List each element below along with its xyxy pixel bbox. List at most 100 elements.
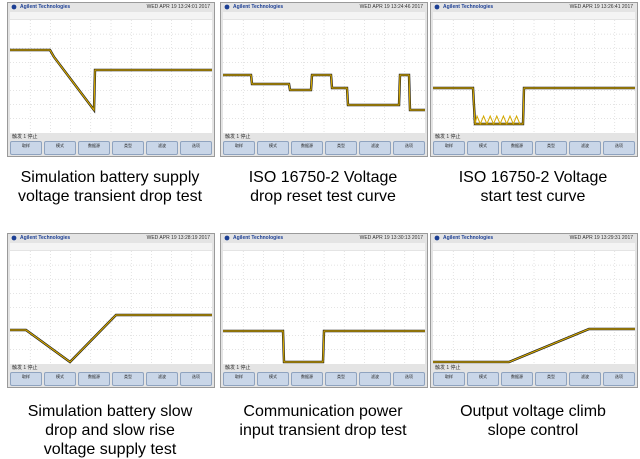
caption-line: voltage transient drop test	[17, 188, 203, 205]
softkey-button[interactable]: 模式	[467, 372, 499, 386]
caption-line: Simulation battery supply	[20, 169, 200, 186]
caption-line: start test curve	[480, 188, 586, 205]
channel-info-bar	[10, 12, 212, 19]
softkey-button[interactable]: 类型	[535, 141, 567, 155]
agilent-logo-icon	[434, 4, 440, 10]
panel-caption: ISO 16750-2 Voltage start test curve	[423, 168, 640, 206]
softkey-button[interactable]: 滤波	[569, 372, 601, 386]
scope-panel: Agilent Technologies WED APR 19 13:24:01 …	[7, 2, 215, 157]
scope-date: WED APR 19 13:24:46 2017	[359, 4, 423, 10]
oscilloscope-screenshot: Agilent Technologies WED APR 19 13:30:13 …	[220, 233, 428, 388]
softkey-button[interactable]: 取样	[223, 141, 255, 155]
softkey-button[interactable]: 取样	[10, 372, 42, 386]
scope-date: WED APR 19 13:29:31 2017	[569, 235, 633, 241]
caption-line: input transient drop test	[239, 422, 407, 439]
agilent-logo-icon	[224, 4, 230, 10]
scope-title-bar: Agilent Technologies WED APR 19 13:28:19 …	[8, 234, 214, 242]
softkey-button[interactable]: 类型	[325, 141, 357, 155]
softkey-button[interactable]: 滤波	[146, 141, 178, 155]
softkey-button[interactable]: 模式	[257, 141, 289, 155]
softkey-button[interactable]: 模式	[257, 372, 289, 386]
softkey-button[interactable]: 滤波	[359, 372, 391, 386]
softkey-button[interactable]: 选项	[603, 141, 635, 155]
caption-line: Simulation battery slow	[27, 403, 193, 420]
caption-line: Output voltage climb	[460, 403, 606, 420]
panel-caption: ISO 16750-2 Voltage drop reset test curve	[213, 168, 433, 206]
softkey-button[interactable]: 模式	[467, 141, 499, 155]
channel-info-bar	[10, 243, 212, 250]
scope-date: WED APR 19 13:26:41 2017	[569, 4, 633, 10]
waveform-screen	[433, 20, 635, 133]
brand-name: Agilent Technologies	[20, 4, 71, 10]
softkey-button[interactable]: 选项	[180, 141, 212, 155]
waveform-graph	[10, 251, 212, 364]
softkey-bar: 取样 模式 数据源 类型 滤波 选项	[10, 141, 212, 155]
softkey-bar: 取样 模式 数据源 类型 滤波 选项	[10, 372, 212, 386]
trigger-status: 触发 1 停止	[225, 134, 251, 140]
softkey-bar: 取样 模式 数据源 类型 滤波 选项	[223, 141, 425, 155]
ripple-trace	[474, 114, 521, 126]
softkey-button[interactable]: 类型	[325, 372, 357, 386]
scope-title-bar: Agilent Technologies WED APR 19 13:24:46 …	[221, 3, 427, 11]
softkey-button[interactable]: 模式	[44, 372, 76, 386]
waveform-screen	[433, 251, 635, 364]
caption-line: drop reset test curve	[250, 188, 396, 205]
caption-line: ISO 16750-2 Voltage	[458, 169, 608, 186]
trigger-status: 触发 1 停止	[12, 365, 38, 371]
softkey-button[interactable]: 取样	[433, 372, 465, 386]
trigger-status: 触发 1 停止	[12, 134, 38, 140]
softkey-button[interactable]: 取样	[433, 141, 465, 155]
softkey-button[interactable]: 类型	[112, 141, 144, 155]
waveform-trace	[10, 49, 212, 112]
softkey-button[interactable]: 滤波	[146, 372, 178, 386]
scope-title-bar: Agilent Technologies WED APR 19 13:26:41 …	[431, 3, 637, 11]
softkey-button[interactable]: 模式	[44, 141, 76, 155]
softkey-button[interactable]: 取样	[10, 141, 42, 155]
softkey-button[interactable]: 取样	[223, 372, 255, 386]
softkey-button[interactable]: 数据源	[291, 372, 323, 386]
panel-caption: Output voltage climb slope control	[423, 402, 640, 440]
softkey-button[interactable]: 类型	[112, 372, 144, 386]
softkey-button[interactable]: 滤波	[569, 141, 601, 155]
softkey-button[interactable]: 数据源	[78, 372, 110, 386]
oscilloscope-screenshot: Agilent Technologies WED APR 19 13:28:19 …	[7, 233, 215, 388]
channel-info-bar	[223, 12, 425, 19]
softkey-button[interactable]: 选项	[393, 372, 425, 386]
waveform-trace	[433, 87, 635, 125]
agilent-logo-icon	[11, 235, 17, 241]
softkey-button[interactable]: 数据源	[501, 141, 533, 155]
brand-name: Agilent Technologies	[443, 235, 494, 241]
waveform-trace	[10, 314, 212, 363]
oscilloscope-screenshot: Agilent Technologies WED APR 19 13:26:41 …	[430, 2, 638, 157]
panel-caption: Communication power input transient drop …	[213, 402, 433, 440]
waveform-screen	[10, 20, 212, 133]
waveform-screen	[10, 251, 212, 364]
softkey-button[interactable]: 滤波	[359, 141, 391, 155]
softkey-button[interactable]: 数据源	[78, 141, 110, 155]
softkey-button[interactable]: 选项	[393, 141, 425, 155]
channel-info-bar	[433, 243, 635, 250]
waveform-graph	[433, 20, 635, 133]
softkey-button[interactable]: 数据源	[501, 372, 533, 386]
oscilloscope-screenshot: Agilent Technologies WED APR 19 13:24:46 …	[220, 2, 428, 157]
brand-name: Agilent Technologies	[233, 235, 284, 241]
scope-title-bar: Agilent Technologies WED APR 19 13:24:01 …	[8, 3, 214, 11]
softkey-button[interactable]: 类型	[535, 372, 567, 386]
scope-date: WED APR 19 13:24:01 2017	[146, 4, 210, 10]
scope-title-bar: Agilent Technologies WED APR 19 13:30:13 …	[221, 234, 427, 242]
softkey-button[interactable]: 数据源	[291, 141, 323, 155]
softkey-button[interactable]: 选项	[180, 372, 212, 386]
oscilloscope-screenshot: Agilent Technologies WED APR 19 13:24:01 …	[7, 2, 215, 157]
brand-name: Agilent Technologies	[20, 235, 71, 241]
waveform-graph	[223, 20, 425, 133]
panel-caption: Simulation battery supply voltage transie…	[0, 168, 220, 206]
softkey-button[interactable]: 选项	[603, 372, 635, 386]
scope-panel: Agilent Technologies WED APR 19 13:24:46 …	[220, 2, 428, 157]
trigger-status: 触发 1 停止	[225, 365, 251, 371]
scope-panel: Agilent Technologies WED APR 19 13:29:31 …	[430, 233, 638, 388]
caption-line: voltage supply test	[43, 441, 177, 458]
panel-caption: Simulation battery slow drop and slow ris…	[0, 402, 220, 459]
caption-line: slope control	[487, 422, 579, 439]
scope-title-bar: Agilent Technologies WED APR 19 13:29:31 …	[431, 234, 637, 242]
softkey-bar: 取样 模式 数据源 类型 滤波 选项	[223, 372, 425, 386]
